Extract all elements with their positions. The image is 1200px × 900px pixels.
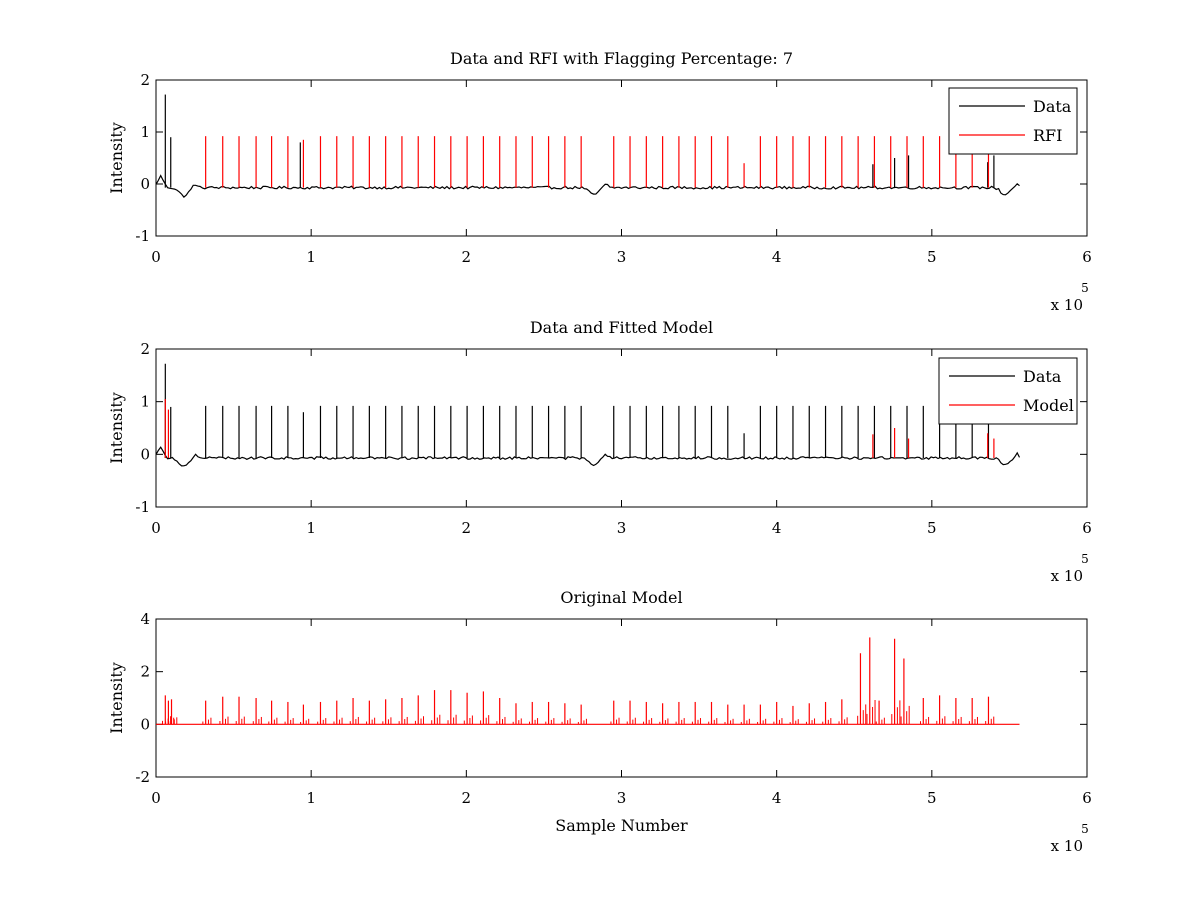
x-tick-label: 2 (462, 248, 472, 266)
panel-original-model: Original Model Intensity Sample Number x… (107, 588, 1092, 855)
series-rfi (205, 136, 990, 188)
panel-data-and-rfi: Data and RFI with Flagging Percentage: 7… (107, 49, 1092, 314)
x-tick-label: 2 (462, 789, 472, 807)
x-tick-label: 4 (772, 519, 782, 537)
legend-label: RFI (1033, 126, 1062, 145)
x-tick-label: 0 (151, 789, 161, 807)
y-axis-label: Intensity (107, 122, 126, 194)
x-tick-label: 3 (617, 248, 627, 266)
legend: Data RFI (948, 87, 1078, 155)
x-tick-label: 3 (617, 789, 627, 807)
y-tick-label: 2 (140, 340, 150, 358)
legend-label: Data (1023, 367, 1062, 386)
y-axis-label: Intensity (107, 392, 126, 464)
legend-label: Model (1023, 396, 1074, 415)
legend-label: Data (1033, 97, 1072, 116)
y-tick-label: -1 (135, 498, 150, 516)
x-multiplier: x 10 (1051, 837, 1083, 855)
x-tick-label: 6 (1082, 519, 1092, 537)
y-tick-label: 2 (140, 71, 150, 89)
x-multiplier: x 10 (1051, 567, 1083, 585)
y-tick-label: -2 (135, 768, 150, 786)
series-data (156, 363, 1021, 467)
series-data (156, 94, 1020, 198)
y-tick-label: 0 (140, 175, 150, 193)
y-tick-label: 4 (140, 610, 150, 628)
chart-title: Data and RFI with Flagging Percentage: 7 (450, 49, 793, 68)
x-multiplier-exponent: 5 (1081, 281, 1089, 295)
legend-box (948, 87, 1078, 155)
x-tick-label: 2 (462, 519, 472, 537)
x-tick-label: 1 (306, 519, 316, 537)
plot-area (155, 79, 1088, 237)
x-tick-label: 0 (151, 519, 161, 537)
chart-title: Original Model (560, 588, 682, 607)
legend-box (938, 357, 1078, 425)
x-tick-label: 1 (306, 248, 316, 266)
x-tick-label: 4 (772, 789, 782, 807)
y-tick-label: 1 (140, 123, 150, 141)
y-axis-label: Intensity (107, 662, 126, 734)
series-model (164, 399, 995, 459)
series-model (156, 637, 1020, 725)
y-tick-label: 2 (140, 663, 150, 681)
legend: Data Model (938, 357, 1078, 425)
x-tick-label: 5 (927, 519, 937, 537)
x-tick-label: 6 (1082, 789, 1092, 807)
y-tick-label: 0 (140, 715, 150, 733)
y-tick-label: 0 (140, 445, 150, 463)
chart-title: Data and Fitted Model (530, 318, 713, 337)
x-tick-label: 3 (617, 519, 627, 537)
plot-area (155, 618, 1088, 778)
x-tick-label: 5 (927, 789, 937, 807)
plot-area (155, 348, 1088, 508)
x-tick-label: 0 (151, 248, 161, 266)
x-tick-label: 6 (1082, 248, 1092, 266)
y-tick-label: -1 (135, 227, 150, 245)
x-multiplier: x 10 (1051, 296, 1083, 314)
x-axis-label: Sample Number (555, 816, 688, 835)
x-tick-label: 1 (306, 789, 316, 807)
x-tick-label: 4 (772, 248, 782, 266)
series-baseline (156, 446, 1021, 467)
panel-data-and-fitted-model: Data and Fitted Model Intensity x 10 5 0… (107, 318, 1092, 585)
y-tick-label: 1 (140, 393, 150, 411)
x-multiplier-exponent: 5 (1081, 552, 1089, 566)
x-multiplier-exponent: 5 (1081, 822, 1089, 836)
x-tick-label: 5 (927, 248, 937, 266)
